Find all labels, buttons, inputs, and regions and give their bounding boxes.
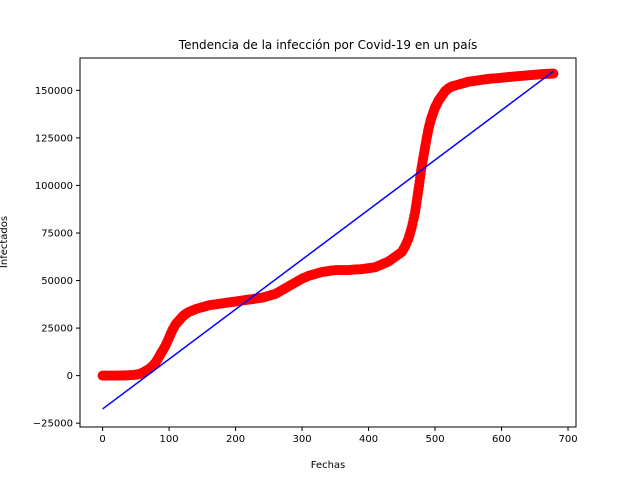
x-axis-label: Fechas <box>311 460 346 471</box>
y-tick-label: 150000 <box>35 86 73 97</box>
y-axis-label: Infectados <box>0 216 10 268</box>
x-tick-label: 700 <box>558 434 577 445</box>
plot-area <box>97 68 559 410</box>
y-tick-label: 0 <box>67 371 73 382</box>
x-tick-label: 0 <box>99 434 105 445</box>
y-axis: −25000 0 25000 50000 75000 100000 125000 150000 <box>33 86 80 430</box>
y-tick-label: 125000 <box>35 133 73 144</box>
y-tick-label: 50000 <box>41 276 73 287</box>
y-tick-label: 100000 <box>35 181 73 192</box>
x-tick-label: 300 <box>293 434 312 445</box>
chart-title: Tendencia de la infección por Covid-19 e… <box>178 38 477 52</box>
regression-line <box>102 70 554 410</box>
scatter-point <box>548 68 559 79</box>
axes-frame <box>79 57 577 428</box>
x-axis: 0 100 200 300 400 500 600 700 <box>99 427 578 445</box>
y-tick-label: −25000 <box>33 419 73 430</box>
x-tick-label: 100 <box>160 434 179 445</box>
x-tick-label: 200 <box>226 434 245 445</box>
x-tick-label: 400 <box>359 434 378 445</box>
y-tick-label: 25000 <box>41 324 73 335</box>
x-tick-label: 500 <box>425 434 444 445</box>
y-tick-label: 75000 <box>41 228 73 239</box>
x-tick-label: 600 <box>492 434 511 445</box>
